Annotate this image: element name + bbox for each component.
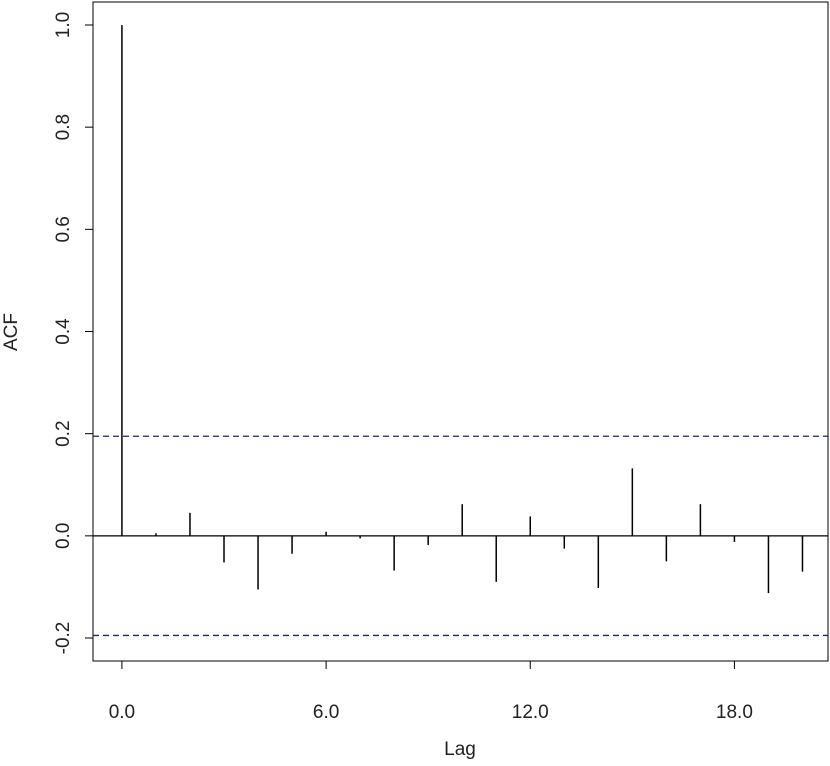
y-tick-label: 0.8 — [53, 114, 74, 140]
x-axis-title: Lag — [444, 739, 476, 760]
x-tick-label: 0.0 — [109, 702, 135, 723]
acf-bars — [121, 24, 804, 594]
y-axis-title: ACF — [1, 313, 22, 351]
plot-frame — [92, 1, 829, 662]
x-tick-label: 18.0 — [716, 702, 753, 723]
y-tick-label: 1.0 — [53, 12, 74, 38]
y-tick-label: 0.4 — [53, 318, 74, 345]
y-tick-label: -0.2 — [53, 622, 74, 655]
y-tick-label: 0.0 — [53, 523, 74, 549]
confidence-bounds — [93, 435, 828, 637]
x-tick-label: 6.0 — [313, 702, 339, 723]
x-tick-label: 12.0 — [512, 702, 549, 723]
x-axis: 0.0 6.0 12.0 18.0 — [109, 660, 753, 723]
y-tick-label: 0.2 — [53, 420, 74, 446]
y-axis: -0.2 0.0 0.2 0.4 0.6 0.8 1.0 — [53, 12, 93, 655]
y-tick-label: 0.6 — [53, 216, 74, 242]
